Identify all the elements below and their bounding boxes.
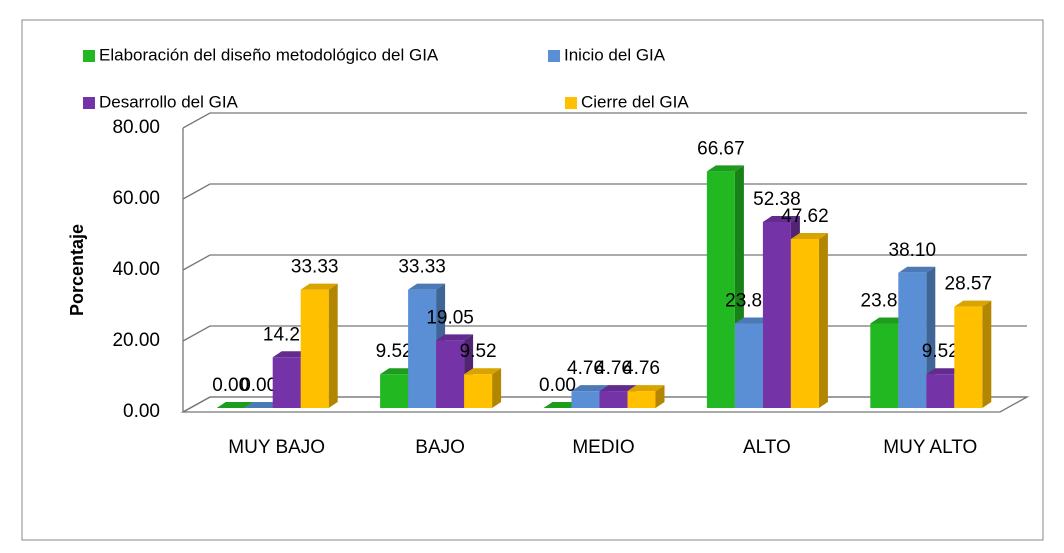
legend-swatch [83,97,95,109]
bar-front [734,323,763,408]
y-tick-label: 20.00 [112,330,160,351]
x-tick-label: BAJO [415,437,465,458]
bar [216,402,254,408]
data-label: 0.00 [212,375,249,396]
bar-top [543,402,581,408]
bar-front [762,222,791,408]
data-label: 23.81 [861,290,909,311]
bar-top [706,165,744,172]
bar-front [898,272,927,408]
data-label: 28.57 [945,274,993,295]
bar [244,402,282,408]
y-tick-label: 40.00 [112,259,160,280]
bar-front [571,391,600,408]
legend-label: Elaboración del diseño metodológico del … [99,45,439,64]
chart-frame [21,19,1044,541]
bar-front [408,289,437,408]
legend-label: Cierre del GIA [581,92,689,111]
bar-top [244,402,282,408]
bar-front [706,171,735,408]
bar [543,402,581,408]
data-label: 66.67 [697,138,745,159]
data-label: 14.29 [263,324,311,345]
data-label: 0.00 [240,375,277,396]
bar-side [655,385,665,408]
y-tick-label: 60.00 [112,188,160,209]
data-label: 33.33 [398,257,446,278]
bar-top [627,385,665,392]
bar [790,232,828,408]
bar-top [762,216,800,223]
bar-front [272,357,301,408]
bar [436,334,474,408]
bar-top [408,283,446,290]
legend-swatch [565,97,577,109]
data-label: 0.00 [539,375,576,396]
bar-side [328,283,338,408]
bar-top [870,317,908,324]
data-label: 9.52 [376,341,413,362]
bar-top [571,385,609,392]
bar [464,368,502,408]
y-tick-label: 80.00 [112,117,160,138]
bar-front [436,340,465,408]
data-label: 19.05 [426,307,474,328]
bar-front [870,323,899,408]
bar-front [464,374,493,408]
legend-label: Inicio del GIA [564,45,666,64]
data-label: 9.52 [460,341,497,362]
bar-top [464,368,502,375]
bar [627,385,665,408]
bar-front [380,374,409,408]
y-tick-label: 0.00 [123,401,160,422]
x-tick-label: ALTO [743,437,791,458]
data-label: 47.62 [781,206,829,227]
x-tick-label: MEDIO [572,437,634,458]
bar-top [436,334,474,341]
bar-side [982,300,992,408]
bar-front [300,289,329,408]
x-tick-label: MUY ALTO [883,437,977,458]
grid-line [182,183,1027,200]
legend-swatch [83,50,95,62]
bar [898,266,936,408]
bar-front [599,391,628,408]
bar-top [216,402,254,408]
bar [300,283,338,408]
grid-line [182,254,1027,271]
bar-top [380,368,418,375]
bar-top [734,317,772,324]
bar-front [627,391,656,408]
bar-top [599,385,637,392]
data-label: 33.33 [291,257,339,278]
bar-top [300,283,338,290]
bar-side [492,368,502,408]
data-label: 52.38 [753,189,801,210]
bar-front [954,306,983,408]
data-label: 38.10 [889,240,937,261]
data-label: 9.52 [922,341,959,362]
y-axis-title: Porcentaje [67,224,87,316]
bar-front [790,238,819,408]
x-tick-label: MUY BAJO [228,437,325,458]
bar-top [926,368,964,375]
data-label: 4.76 [567,358,604,379]
bar-top [272,351,310,358]
bar [954,300,992,408]
bar-top [954,300,992,307]
legend-swatch [548,50,560,62]
bar-top [790,232,828,239]
data-label: 4.76 [595,358,632,379]
data-label: 23.81 [725,290,773,311]
grid-line [182,112,1027,129]
bar-side [818,232,828,408]
legend-label: Desarrollo del GIA [99,92,239,111]
bar-top [898,266,936,273]
bar-front [926,374,955,408]
data-label: 4.76 [623,358,660,379]
